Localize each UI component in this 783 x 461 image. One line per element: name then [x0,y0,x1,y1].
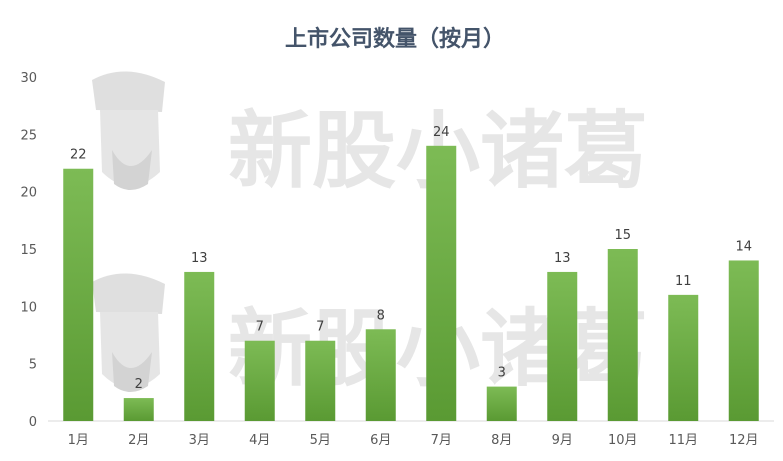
data-label: 8 [377,308,385,323]
bar-series [63,145,759,422]
y-tick-label: 15 [20,243,37,258]
y-axis: 0 5 10 15 20 25 30 [20,71,37,430]
data-label: 11 [675,274,692,289]
bar [365,329,396,421]
y-tick-label: 25 [20,128,37,143]
x-tick-label: 5月 [310,433,331,448]
bar [184,271,215,421]
data-label: 14 [735,239,752,254]
x-tick-label: 6月 [370,433,391,448]
bar [63,168,94,421]
y-tick-label: 30 [20,71,37,86]
x-tick-label: 3月 [189,433,210,448]
bar [123,398,154,421]
data-label: 7 [316,320,324,335]
x-tick-label: 9月 [552,433,573,448]
x-tick-label: 11月 [668,433,698,448]
data-label: 13 [191,251,208,266]
bar [728,260,759,421]
bar [244,340,275,421]
mascot-portrait-icon [92,273,165,392]
bar [607,249,638,421]
x-tick-label: 12月 [729,433,759,448]
x-tick-label: 8月 [491,433,512,448]
x-tick-label: 10月 [608,433,638,448]
y-tick-label: 20 [20,186,37,201]
x-tick-label: 7月 [431,433,452,448]
data-label: 24 [433,125,450,140]
bar [547,271,578,421]
bar [668,294,699,421]
x-tick-label: 2月 [128,433,149,448]
data-label: 15 [614,228,631,243]
data-label: 7 [256,320,264,335]
mascot-portrait-icon [92,71,165,190]
bar [486,386,517,421]
data-label: 13 [554,251,571,266]
bar [426,145,457,422]
y-tick-label: 5 [29,358,37,373]
x-tick-label: 1月 [68,433,89,448]
data-label: 2 [135,377,143,392]
data-label: 3 [498,366,506,381]
y-tick-label: 10 [20,300,37,315]
data-label: 22 [70,148,87,163]
chart-title: 上市公司数量（按月） [285,26,505,52]
bar [305,340,336,421]
x-tick-label: 4月 [249,433,270,448]
y-tick-label: 0 [29,415,37,430]
x-axis: 1月 2月 3月 4月 5月 6月 7月 8月 9月 10月 11月 12月 [68,433,759,448]
